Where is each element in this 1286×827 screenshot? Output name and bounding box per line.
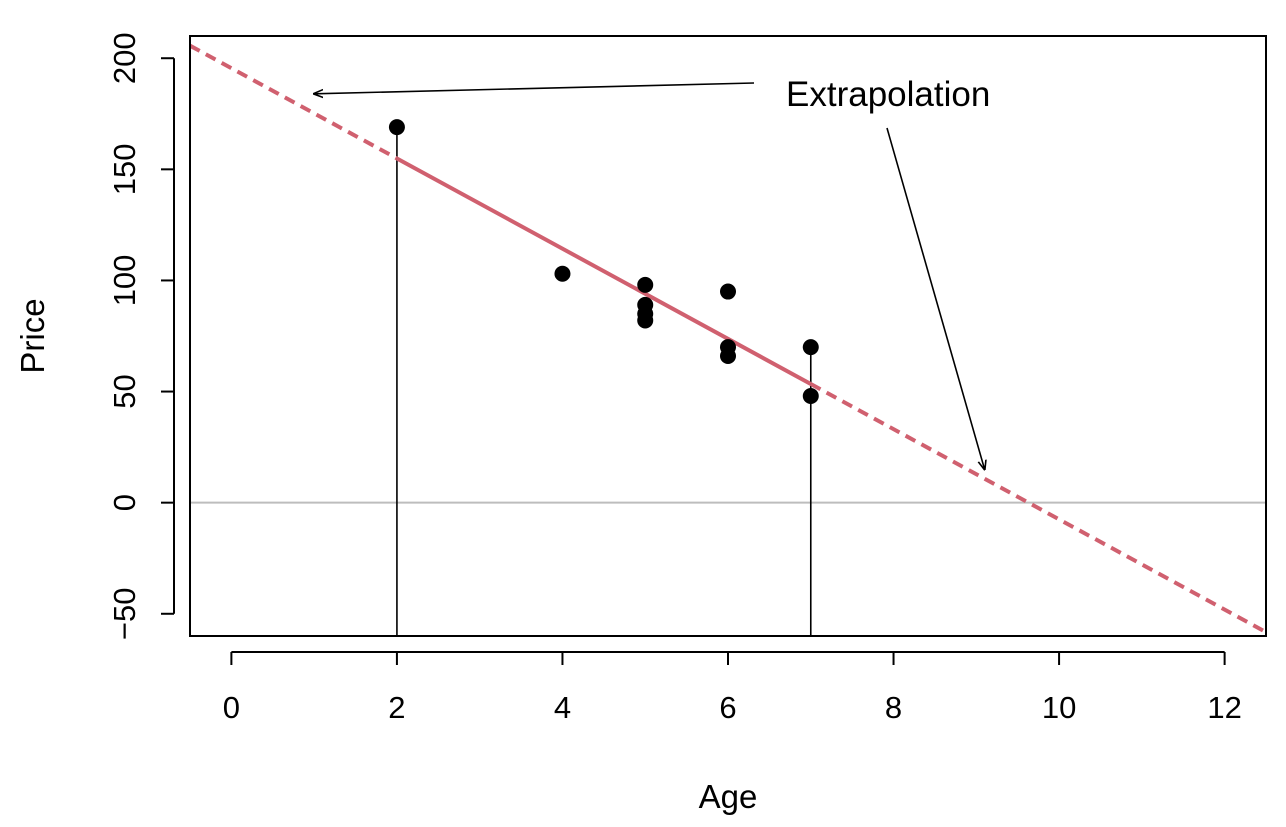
y-axis-title: Price	[14, 298, 51, 373]
annotation-arrow-0	[314, 82, 755, 94]
x-axis-title: Age	[699, 778, 758, 815]
data-point-10	[802, 388, 819, 404]
data-point-8	[720, 348, 736, 364]
annotation-arrow-1	[886, 127, 985, 469]
fit-line-extrapolation-right	[809, 382, 1266, 634]
data-point-9	[802, 339, 819, 356]
data-point-1	[554, 265, 571, 282]
axes: 0 2 4 6 8 10 12 −50 0 50 100 150 200	[107, 32, 1242, 725]
y-tick-label-0: −50	[107, 587, 142, 640]
x-tick-label-1: 2	[388, 690, 405, 725]
y-tick-label-4: 150	[107, 143, 142, 195]
y-tick-label-2: 50	[107, 374, 142, 408]
x-tick-label-2: 4	[554, 690, 571, 725]
data-point-2	[637, 276, 654, 293]
annotation-text: Extrapolation	[786, 75, 990, 114]
x-tick-label-6: 12	[1207, 690, 1241, 725]
fit-line-fitted	[395, 156, 812, 386]
x-tick-label-5: 10	[1042, 690, 1076, 725]
x-tick-label-4: 8	[885, 690, 902, 725]
y-tick-label-5: 200	[107, 32, 142, 84]
plot-area	[190, 43, 1266, 636]
fit-line-extrapolation-left	[190, 43, 398, 161]
data-point-0	[388, 119, 405, 136]
data-point-6	[720, 283, 736, 300]
annotation-layer: Extrapolation	[314, 75, 990, 469]
x-tick-label-0: 0	[223, 690, 240, 725]
y-tick-label-3: 100	[107, 255, 142, 307]
plot-frame	[189, 35, 1267, 637]
y-tick-label-1: 0	[107, 494, 142, 511]
x-tick-label-3: 6	[719, 690, 736, 725]
data-point-5	[637, 312, 654, 329]
